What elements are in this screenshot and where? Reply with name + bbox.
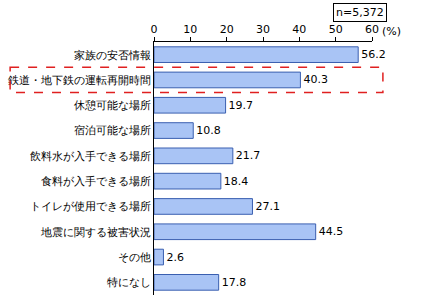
svg-text:19.7: 19.7 [229,99,254,112]
svg-text:18.4: 18.4 [224,175,249,188]
svg-text:家族の安否情報: 家族の安否情報 [74,49,151,62]
svg-text:17.8: 17.8 [222,276,247,289]
svg-text:10: 10 [183,23,197,36]
svg-text:10.8: 10.8 [196,124,221,137]
svg-text:44.5: 44.5 [319,225,344,238]
svg-text:2.6: 2.6 [166,251,184,264]
svg-text:27.1: 27.1 [255,200,280,213]
svg-text:60: 60 [365,23,379,36]
svg-text:食料が入手できる場所: 食料が入手できる場所 [41,175,151,188]
svg-text:40.3: 40.3 [303,73,328,86]
svg-text:地震に関する被害状況: 地震に関する被害状況 [40,226,151,239]
svg-text:トイレが使用できる場所: トイレが使用できる場所 [30,200,151,213]
svg-text:特になし: 特になし [107,276,151,289]
svg-text:飲料水が入手できる場所: 飲料水が入手できる場所 [30,150,151,163]
svg-text:20: 20 [220,23,234,36]
svg-text:n=5,372: n=5,372 [336,6,384,19]
svg-text:(%): (%) [382,25,401,38]
svg-text:40: 40 [292,23,306,36]
svg-text:宿泊可能な場所: 宿泊可能な場所 [74,124,151,137]
svg-text:鉄道・地下鉄の運転再開時間: 鉄道・地下鉄の運転再開時間 [8,74,151,87]
svg-text:0: 0 [151,23,158,36]
svg-text:休憩可能な場所: 休憩可能な場所 [74,99,151,112]
svg-text:56.2: 56.2 [361,48,386,61]
svg-text:50: 50 [329,23,343,36]
svg-text:その他: その他 [118,251,151,264]
svg-text:30: 30 [256,23,270,36]
svg-text:21.7: 21.7 [236,149,261,162]
